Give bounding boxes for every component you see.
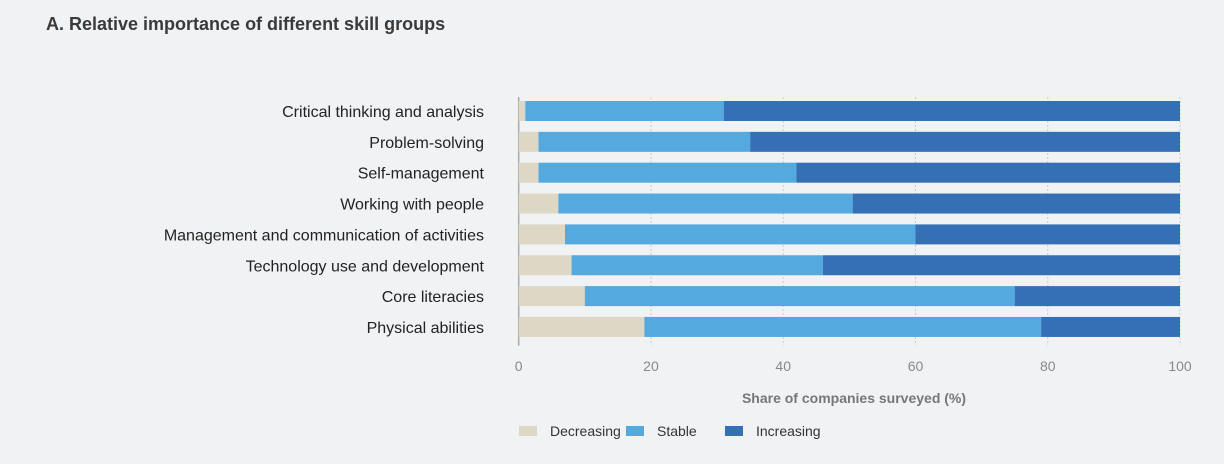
category-label: Physical abilities bbox=[367, 320, 484, 337]
bar-segment-decreasing bbox=[518, 101, 526, 121]
bar-segment-decreasing bbox=[518, 131, 539, 152]
bar-segment-increasing bbox=[1041, 316, 1180, 337]
legend-label: Decreasing bbox=[550, 423, 621, 439]
x-tick-label: 80 bbox=[1040, 358, 1056, 374]
category-label: Core literacies bbox=[382, 289, 484, 306]
bar-segment-decreasing bbox=[518, 193, 559, 214]
bar-segment-decreasing bbox=[518, 255, 572, 276]
legend-swatch bbox=[725, 426, 743, 436]
legend-swatch bbox=[519, 426, 537, 436]
x-tick-label: 40 bbox=[775, 358, 791, 374]
chart-title: A. Relative importance of different skil… bbox=[46, 14, 446, 34]
category-label: Working with people bbox=[340, 197, 484, 214]
bar-segment-stable bbox=[644, 316, 1042, 337]
bar-segment-increasing bbox=[1014, 286, 1180, 307]
bar-segment-increasing bbox=[723, 101, 1180, 121]
bar-segment-increasing bbox=[750, 131, 1180, 152]
x-tick-label: 20 bbox=[643, 358, 659, 374]
category-labels: Critical thinking and analysis Problem-so… bbox=[164, 104, 485, 337]
legend-item-stable: Stable bbox=[626, 423, 697, 439]
bar-segment-decreasing bbox=[518, 286, 585, 307]
legend: Decreasing Stable Increasing bbox=[519, 423, 821, 439]
x-tick-label: 0 bbox=[515, 358, 523, 374]
category-label: Technology use and development bbox=[246, 258, 485, 275]
x-tick-labels: 0 20 40 60 80 100 bbox=[515, 358, 1192, 374]
bar-segment-stable bbox=[584, 286, 1015, 307]
bar-segment-stable bbox=[538, 131, 751, 152]
bar-segment-stable bbox=[558, 193, 853, 214]
category-label: Problem-solving bbox=[369, 135, 484, 152]
bars bbox=[518, 101, 1180, 337]
bar-segment-decreasing bbox=[518, 162, 539, 183]
legend-label: Increasing bbox=[756, 423, 821, 439]
category-label: Critical thinking and analysis bbox=[282, 104, 484, 121]
bar-segment-increasing bbox=[822, 255, 1180, 276]
bar-segment-decreasing bbox=[518, 224, 565, 245]
bar-segment-stable bbox=[571, 255, 823, 276]
bar-segment-increasing bbox=[852, 193, 1180, 214]
x-axis-title: Share of companies surveyed (%) bbox=[742, 390, 966, 406]
bar-segment-stable bbox=[538, 162, 797, 183]
legend-item-decreasing: Decreasing bbox=[519, 423, 621, 439]
bar-segment-stable bbox=[525, 101, 724, 121]
legend-label: Stable bbox=[657, 423, 697, 439]
category-label: Management and communication of activiti… bbox=[164, 227, 484, 244]
category-label: Self-management bbox=[358, 166, 485, 183]
legend-item-increasing: Increasing bbox=[725, 423, 821, 439]
bar-segment-stable bbox=[564, 224, 916, 245]
legend-swatch bbox=[626, 426, 644, 436]
bar-segment-decreasing bbox=[518, 316, 645, 337]
bar-segment-increasing bbox=[915, 224, 1180, 245]
bar-segment-increasing bbox=[796, 162, 1180, 183]
x-tick-label: 100 bbox=[1168, 358, 1192, 374]
x-tick-label: 60 bbox=[908, 358, 924, 374]
